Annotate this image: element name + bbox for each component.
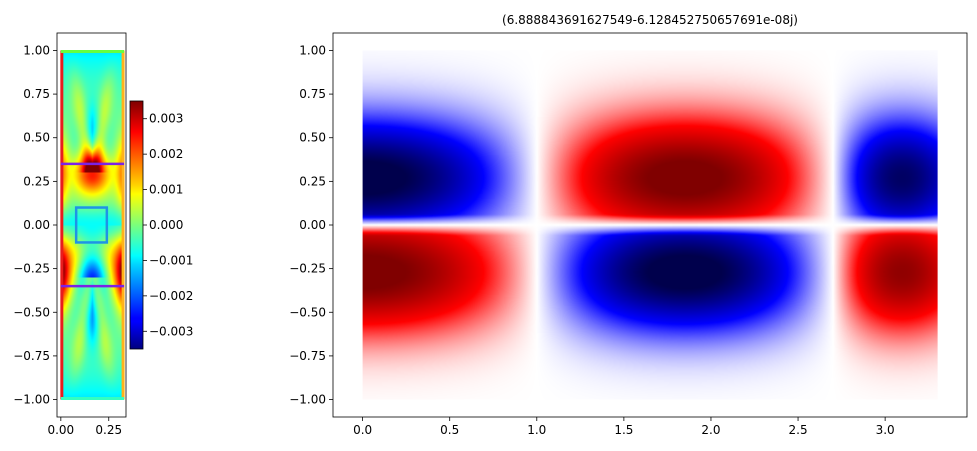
rectangle-overlay — [74, 206, 109, 244]
y-tick-label: −0.25 — [13, 262, 50, 276]
x-tick-label: 2.5 — [789, 423, 808, 437]
y-tick-label: 0.50 — [23, 131, 50, 145]
left-field-image — [60, 50, 124, 400]
right-chart-title: (6.888843691627549-6.128452750657691e-08… — [502, 13, 798, 27]
y-tick-label: −1.00 — [13, 393, 50, 407]
left-overlays — [60, 49, 125, 401]
left-x-ticks: 0.00 0.25 — [47, 417, 122, 437]
colorbar-tick-label: −0.003 — [149, 324, 193, 338]
y-tick-label: 0.50 — [299, 131, 326, 145]
x-tick-label: 0.25 — [95, 423, 122, 437]
x-tick-label: 0.0 — [353, 423, 372, 437]
right-panel: (6.888843691627549-6.128452750657691e-08… — [289, 13, 968, 437]
colorbar-tick-label: 0.001 — [149, 183, 183, 197]
colorbar: 0.003 0.002 0.001 0.000 −0.001 −0.002 −0.003 — [129, 100, 193, 350]
y-tick-label: −0.50 — [289, 305, 326, 319]
left-y-ticks: 1.00 0.75 0.50 0.25 0.00 −0.25 −0.50 −0.75 −1.00 — [13, 43, 57, 407]
left-panel: 0.00 0.25 1.00 0.75 0.50 0.25 0.00 −0.25 −0.50 −… — [13, 32, 127, 437]
right-x-ticks: 0.0 0.5 1.0 1.5 2.0 2.5 3.0 — [353, 417, 895, 437]
right-y-ticks: 1.00 0.75 0.50 0.25 0.00 −0.25 −0.50 −0.75 −1.00 — [289, 43, 333, 407]
y-tick-label: −0.50 — [13, 305, 50, 319]
y-tick-label: −0.25 — [289, 262, 326, 276]
colorbar-tick-label: −0.001 — [149, 253, 193, 267]
x-tick-label: 2.0 — [701, 423, 720, 437]
colorbar-tick-label: 0.002 — [149, 147, 183, 161]
y-tick-label: 0.75 — [23, 87, 50, 101]
x-tick-label: 3.0 — [876, 423, 895, 437]
y-tick-label: −0.75 — [289, 349, 326, 363]
colorbar-tick-label: 0.000 — [149, 218, 183, 232]
y-tick-label: 1.00 — [299, 43, 326, 57]
x-tick-label: 0.00 — [47, 423, 74, 437]
colorbar-ticks: 0.003 0.002 0.001 0.000 −0.001 −0.002 −0.003 — [143, 112, 193, 338]
y-tick-label: 0.25 — [299, 174, 326, 188]
x-tick-label: 0.5 — [440, 423, 459, 437]
y-tick-label: −0.75 — [13, 349, 50, 363]
y-tick-label: 0.00 — [23, 218, 50, 232]
colorbar-tick-label: −0.002 — [149, 289, 193, 303]
y-tick-label: 0.00 — [299, 218, 326, 232]
colorbar-tick-label: 0.003 — [149, 112, 183, 126]
colorbar-gradient — [129, 100, 144, 350]
right-field-image — [362, 50, 938, 400]
y-tick-label: 0.25 — [23, 174, 50, 188]
y-tick-label: 1.00 — [23, 43, 50, 57]
y-tick-label: 0.75 — [299, 87, 326, 101]
y-tick-label: −1.00 — [289, 393, 326, 407]
x-tick-label: 1.5 — [614, 423, 633, 437]
x-tick-label: 1.0 — [527, 423, 546, 437]
